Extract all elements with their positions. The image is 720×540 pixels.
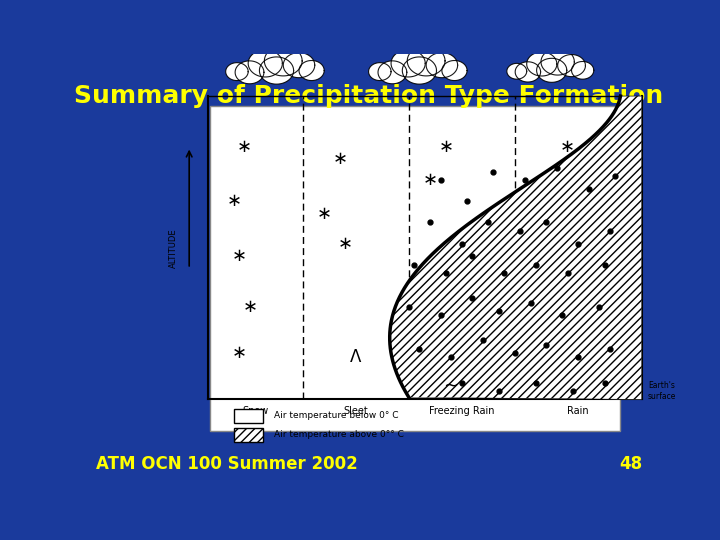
Text: ATM OCN 100 Summer 2002: ATM OCN 100 Summer 2002 bbox=[96, 455, 357, 473]
Circle shape bbox=[378, 61, 407, 84]
Text: ∗: ∗ bbox=[237, 138, 252, 156]
Circle shape bbox=[426, 52, 458, 78]
Text: 48: 48 bbox=[619, 455, 642, 473]
Circle shape bbox=[235, 61, 264, 84]
Circle shape bbox=[516, 62, 541, 82]
Circle shape bbox=[369, 63, 391, 80]
Text: Rain: Rain bbox=[567, 406, 589, 416]
Text: ∗: ∗ bbox=[423, 171, 438, 190]
Text: Air temperature above 0°° C: Air temperature above 0°° C bbox=[274, 430, 404, 439]
Text: ∗: ∗ bbox=[560, 138, 575, 156]
Text: Snow: Snow bbox=[242, 406, 269, 416]
Text: Earth's
surface: Earth's surface bbox=[648, 381, 676, 401]
FancyBboxPatch shape bbox=[234, 409, 264, 422]
FancyBboxPatch shape bbox=[210, 106, 620, 431]
Circle shape bbox=[442, 60, 467, 80]
Circle shape bbox=[527, 52, 557, 76]
Text: Summary of Precipitation Type Formation: Summary of Precipitation Type Formation bbox=[74, 84, 664, 107]
Text: ∗: ∗ bbox=[243, 298, 258, 316]
Circle shape bbox=[391, 50, 426, 77]
Text: ∗: ∗ bbox=[232, 344, 247, 362]
Text: Λ: Λ bbox=[350, 348, 361, 366]
Text: Air temperature below 0° C: Air temperature below 0° C bbox=[274, 411, 398, 420]
Circle shape bbox=[264, 46, 302, 76]
Polygon shape bbox=[390, 96, 642, 400]
Circle shape bbox=[402, 57, 436, 84]
Circle shape bbox=[408, 46, 445, 76]
Text: ∼: ∼ bbox=[444, 378, 459, 396]
Circle shape bbox=[572, 62, 594, 79]
Circle shape bbox=[299, 60, 324, 80]
Circle shape bbox=[225, 63, 248, 80]
Text: ∗: ∗ bbox=[317, 205, 332, 223]
Text: ∗: ∗ bbox=[227, 192, 242, 211]
Circle shape bbox=[283, 52, 315, 78]
Text: ∗: ∗ bbox=[338, 234, 353, 253]
Circle shape bbox=[541, 49, 575, 75]
Circle shape bbox=[507, 63, 527, 79]
Text: ALTITUDE: ALTITUDE bbox=[168, 228, 178, 267]
Circle shape bbox=[536, 58, 567, 82]
Circle shape bbox=[248, 50, 282, 77]
Text: ∗: ∗ bbox=[333, 150, 348, 168]
Circle shape bbox=[558, 55, 585, 77]
Text: ∗: ∗ bbox=[232, 247, 247, 265]
Text: Sleet: Sleet bbox=[343, 406, 368, 416]
Text: Freezing Rain: Freezing Rain bbox=[429, 406, 495, 416]
FancyBboxPatch shape bbox=[234, 428, 264, 442]
Text: ∗: ∗ bbox=[438, 138, 454, 156]
Circle shape bbox=[259, 57, 294, 84]
